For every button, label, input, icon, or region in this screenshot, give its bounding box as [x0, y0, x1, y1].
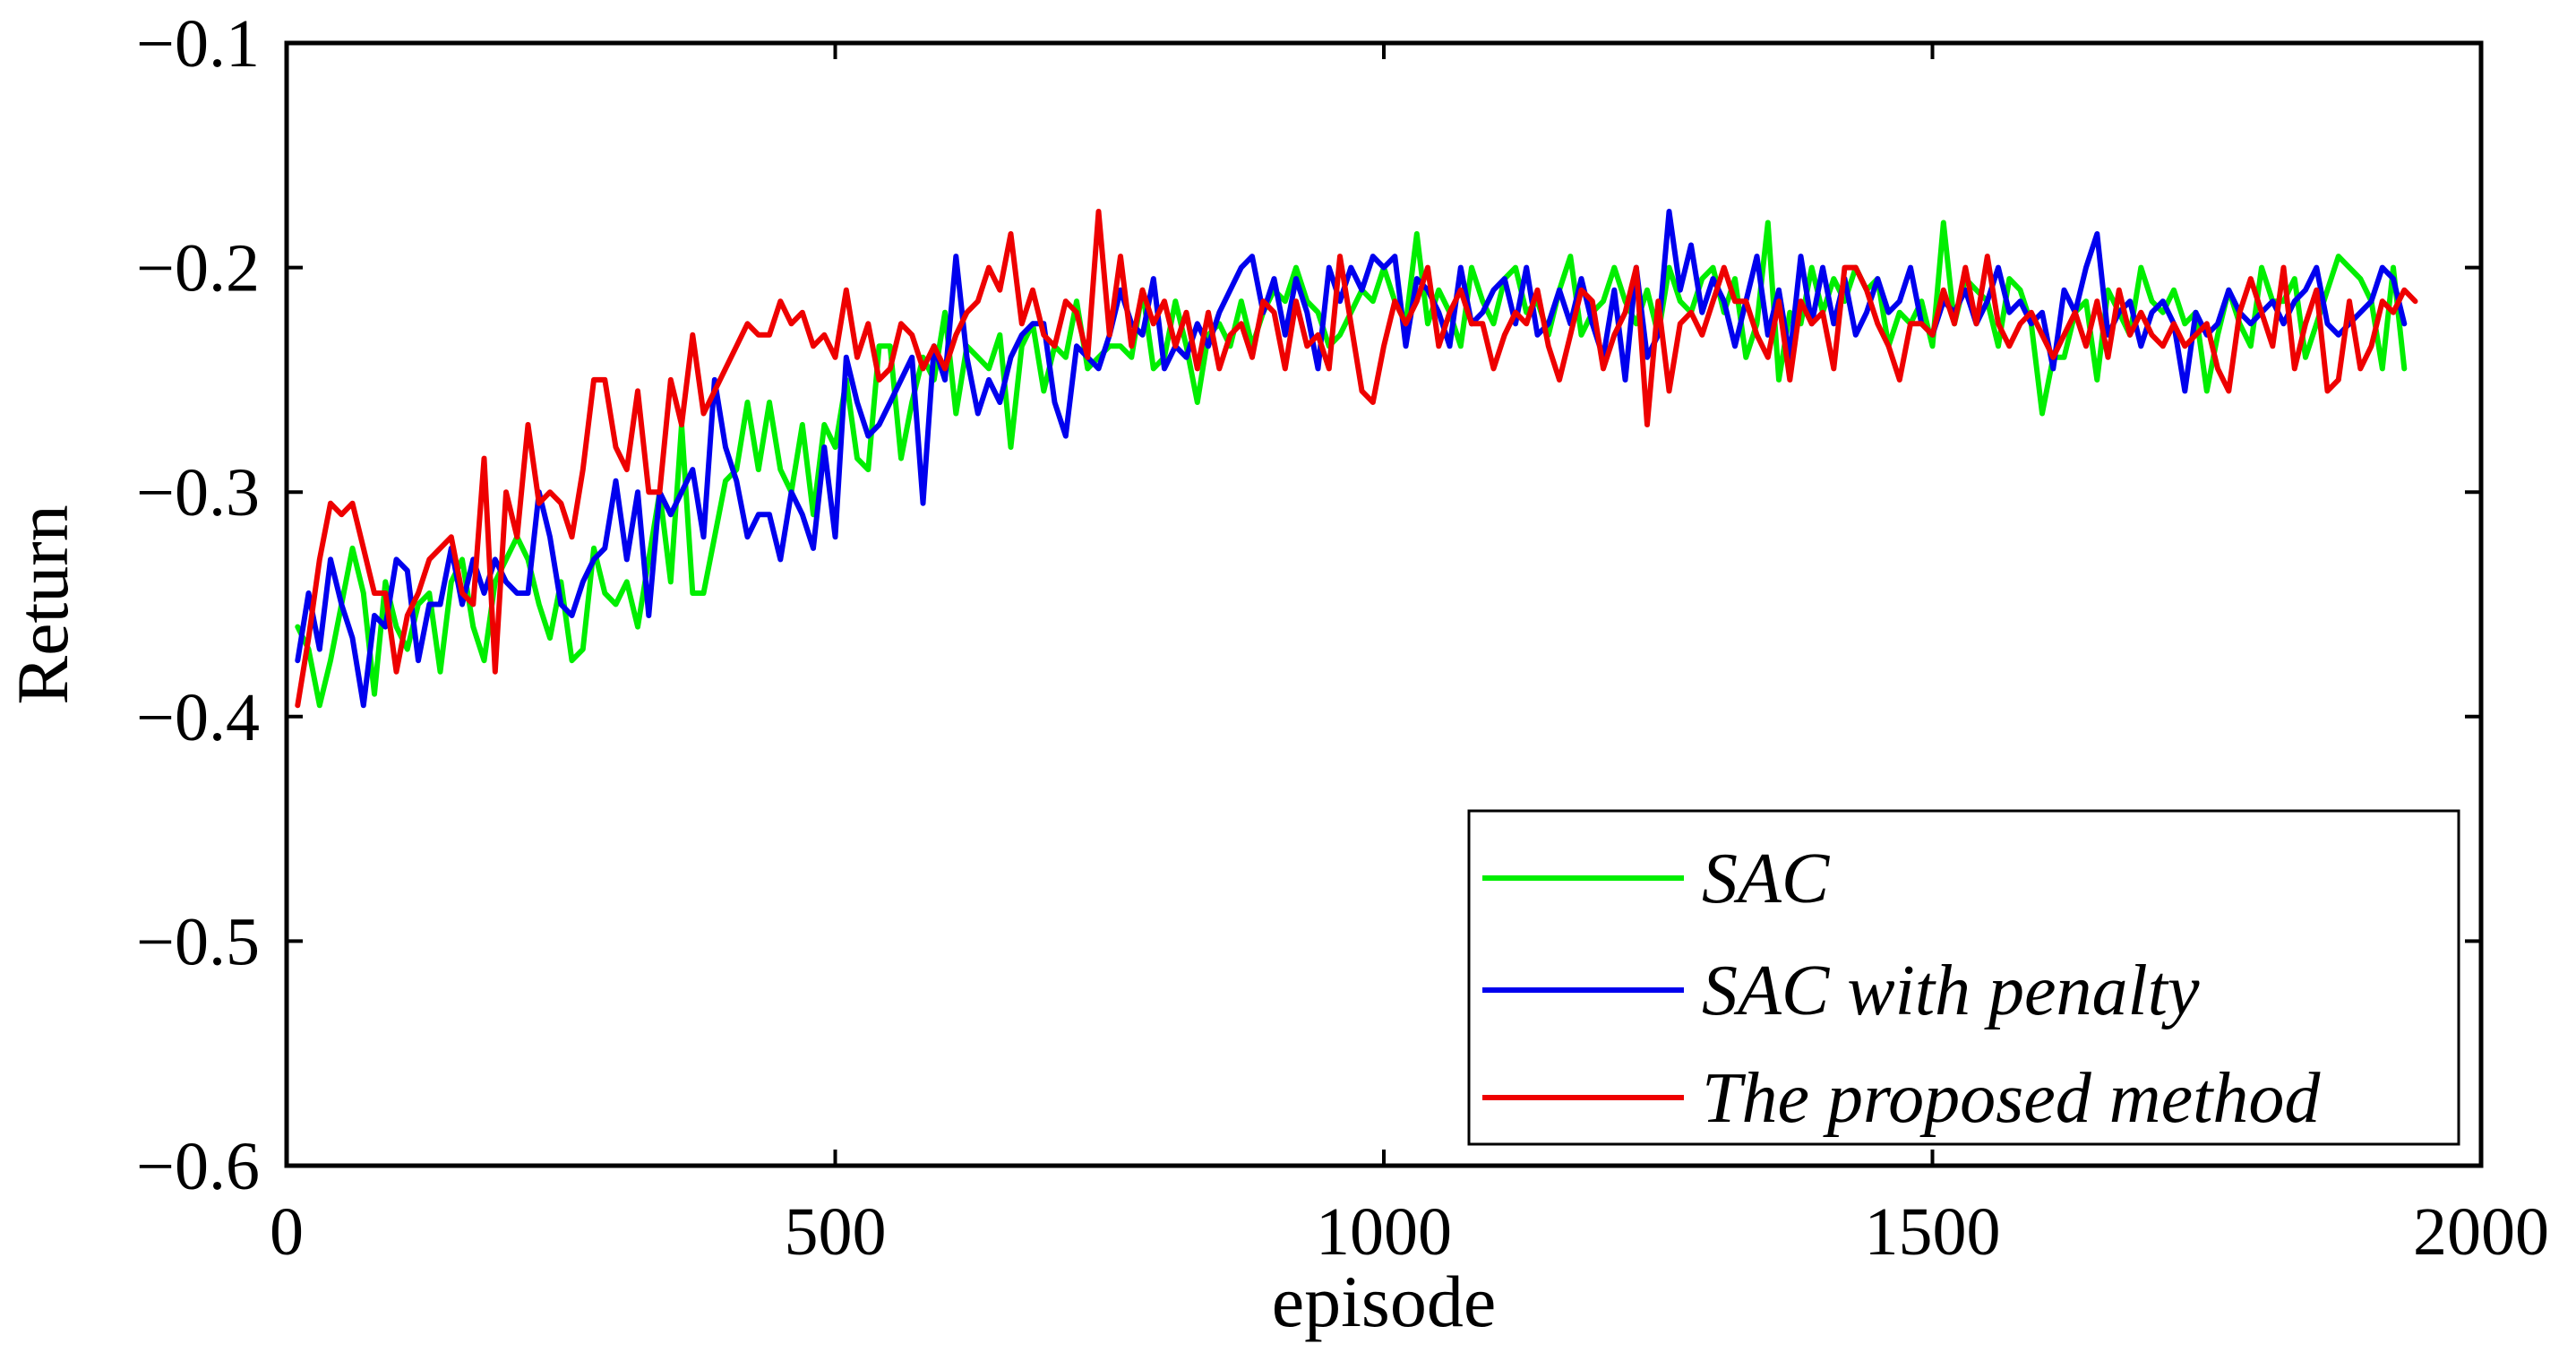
x-tick-label: 500: [785, 1194, 887, 1270]
legend-box: [1467, 809, 2460, 1146]
y-tick-label: −0.6: [136, 1129, 260, 1204]
x-tick-label: 1000: [1316, 1194, 1452, 1270]
series-line-the-proposed-method: [295, 209, 2418, 709]
y-tick-label: −0.1: [136, 6, 260, 82]
legend-label: The proposed method: [1702, 1059, 2321, 1138]
y-tick-label: −0.3: [136, 455, 260, 530]
y-tick-label: −0.4: [136, 680, 260, 755]
legend-label: SAC with penalty: [1702, 952, 2200, 1030]
x-tick-label: 2000: [2413, 1194, 2549, 1270]
legend-label: SAC: [1702, 840, 1831, 918]
legend: SAC SAC with penalty The proposed method: [1467, 809, 2460, 1146]
series-line-sac-with-penalty: [295, 209, 2408, 709]
x-axis-label: episode: [1272, 1261, 1496, 1342]
y-tick-label: −0.5: [136, 904, 260, 979]
x-tick-label: 1500: [1865, 1194, 2001, 1270]
series-layer: [295, 209, 2418, 709]
y-tick-label: −0.2: [136, 231, 260, 306]
y-axis-label: Return: [2, 504, 83, 704]
x-tick-label: 0: [270, 1194, 304, 1270]
tick-labels-layer: 0 500 1000 1500 2000 −0.1 −0.2 −0.3 −0.4 −0.5 −0.6: [136, 6, 2549, 1270]
plot-area-frame: [284, 40, 2484, 1168]
